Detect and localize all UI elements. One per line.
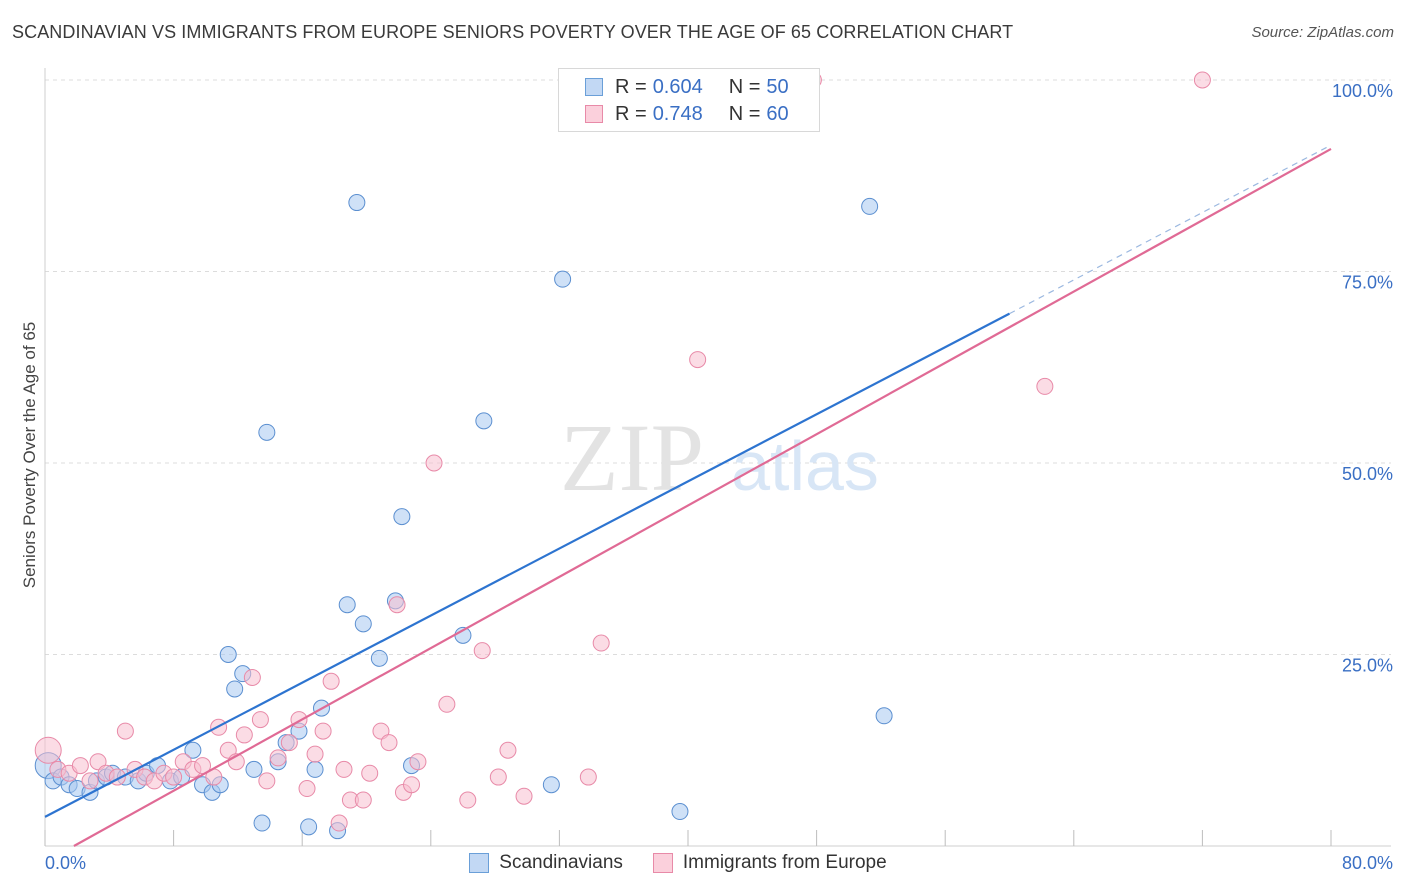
point-scandinavians	[258, 423, 276, 441]
point-scandinavians	[226, 680, 244, 698]
point-immigrants	[219, 741, 237, 759]
point-immigrants	[322, 672, 340, 690]
point-scandinavians	[671, 803, 689, 821]
legend-r-value: 0.604	[652, 75, 703, 98]
trend-line-immigrants	[73, 147, 1332, 847]
watermark-atlas: atlas	[731, 427, 879, 505]
point-scandinavians	[354, 615, 372, 633]
trend-line-scandinavians-extension	[1009, 144, 1332, 315]
legend-row-scandinavians: R = 0.604 N = 50	[585, 74, 789, 100]
point-immigrants	[89, 753, 107, 771]
point-immigrants	[269, 749, 287, 767]
point-immigrants	[380, 734, 398, 752]
axes	[44, 68, 1391, 847]
point-immigrants	[515, 787, 533, 805]
point-immigrants	[473, 642, 491, 660]
x-tick-label: 0.0%	[45, 853, 86, 873]
watermark: ZIP atlas	[560, 404, 879, 511]
point-immigrants	[1036, 377, 1054, 395]
watermark-zip: ZIP	[560, 404, 704, 511]
point-immigrants	[298, 780, 316, 798]
legend-row-immigrants: R = 0.748 N = 60	[585, 101, 789, 127]
point-scandinavians	[861, 197, 879, 215]
legend-n-label: N =	[728, 75, 761, 98]
point-immigrants	[330, 814, 348, 832]
legend-item-scandinavians[interactable]: Scandinavians	[469, 852, 623, 874]
gridlines	[45, 79, 1391, 655]
point-immigrants	[489, 768, 507, 786]
point-immigrants	[579, 768, 597, 786]
y-tick-label: 50.0%	[1342, 464, 1393, 484]
point-immigrants	[1193, 71, 1211, 89]
point-immigrants	[388, 596, 406, 614]
point-immigrants	[403, 776, 421, 794]
y-tick-label: 100.0%	[1332, 81, 1393, 101]
legend-r-value: 0.748	[652, 102, 703, 125]
point-scandinavians	[184, 741, 202, 759]
point-immigrants	[354, 791, 372, 809]
point-immigrants	[499, 741, 517, 759]
point-scandinavians	[475, 412, 493, 430]
chart-source: Source: ZipAtlas.com	[1251, 24, 1394, 41]
point-scandinavians	[370, 649, 388, 667]
point-immigrants	[280, 734, 298, 752]
trend-line-scandinavians	[44, 312, 1011, 818]
y-tick-label: 25.0%	[1342, 656, 1393, 676]
point-scandinavians	[348, 194, 366, 212]
point-immigrants	[459, 791, 477, 809]
x-tick-label: 80.0%	[1342, 853, 1393, 873]
point-immigrants	[372, 722, 390, 740]
legend-r-label: R =	[615, 102, 647, 125]
stats-legend: R = 0.604 N = 50 R = 0.748 N = 60	[558, 68, 820, 132]
point-immigrants	[409, 753, 427, 771]
legend-swatch-blue	[469, 853, 490, 873]
legend-swatch-blue	[585, 78, 603, 96]
point-immigrants	[34, 736, 62, 764]
point-scandinavians	[245, 760, 263, 778]
trend-lines	[44, 144, 1332, 847]
point-scandinavians	[306, 760, 324, 778]
point-scandinavians	[542, 776, 560, 794]
point-scandinavians	[393, 508, 411, 526]
legend-swatch-pink	[652, 853, 673, 873]
tick-labels: 25.0% 50.0% 75.0% 100.0% 0.0% 80.0%	[45, 81, 1393, 873]
point-scandinavians	[219, 646, 237, 663]
point-immigrants	[306, 745, 324, 763]
point-immigrants	[81, 772, 99, 790]
point-immigrants	[71, 757, 89, 775]
chart-title: SCANDINAVIAN VS IMMIGRANTS FROM EUROPE S…	[12, 22, 1014, 42]
point-immigrants	[235, 726, 253, 744]
legend-n-value: 60	[766, 102, 789, 125]
legend-n-value: 50	[766, 75, 789, 98]
point-immigrants	[165, 768, 183, 786]
point-scandinavians	[338, 596, 356, 614]
point-immigrants	[116, 722, 134, 740]
point-immigrants	[251, 711, 269, 729]
point-immigrants	[243, 668, 261, 686]
point-immigrants	[425, 454, 443, 472]
point-scandinavians	[875, 707, 893, 725]
series-legend: Scandinavians Immigrants from Europe	[0, 852, 1406, 874]
point-immigrants	[361, 764, 379, 782]
point-immigrants	[592, 634, 610, 652]
legend-swatch-pink	[585, 105, 603, 123]
legend-item-immigrants[interactable]: Immigrants from Europe	[652, 852, 887, 874]
point-scandinavians	[253, 814, 271, 832]
legend-n-label: N =	[728, 102, 761, 125]
point-immigrants	[689, 351, 707, 369]
point-immigrants	[335, 760, 353, 778]
legend-r-label: R =	[615, 75, 647, 98]
y-tick-label: 75.0%	[1342, 273, 1393, 293]
point-immigrants	[258, 772, 276, 790]
point-immigrants	[438, 695, 456, 713]
point-scandinavians	[554, 270, 572, 288]
point-scandinavians	[300, 818, 318, 836]
legend-label-immigrants: Immigrants from Europe	[682, 852, 887, 873]
point-immigrants	[314, 722, 332, 740]
legend-label-scandinavians: Scandinavians	[499, 852, 623, 873]
